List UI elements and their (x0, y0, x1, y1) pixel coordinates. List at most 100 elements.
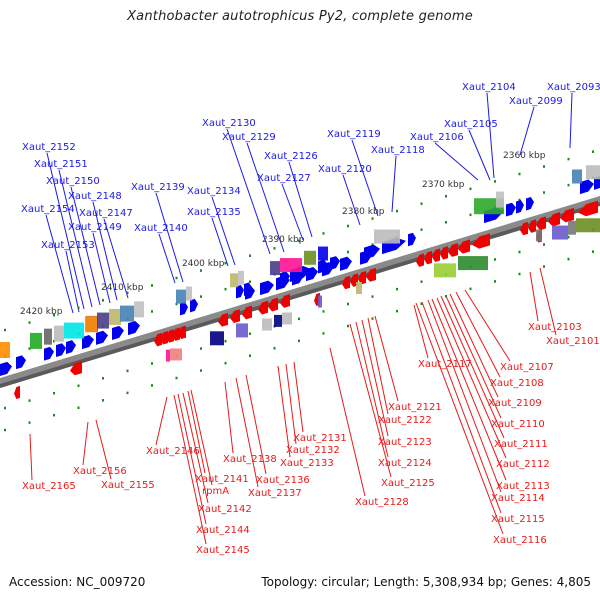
reverse-gene-arrow (218, 312, 228, 327)
leader-line (155, 192, 184, 283)
cog-color-box (97, 312, 109, 329)
gene-label-forward: Xaut_2150 (46, 176, 100, 187)
gene-label-forward: Xaut_2152 (22, 142, 76, 153)
reverse-gene-arrow (472, 233, 490, 249)
scale-tick (347, 224, 349, 228)
scale-tick (224, 261, 227, 265)
reverse-gene-arrow (560, 207, 574, 223)
scale-tick (224, 287, 227, 291)
scale-label: 2410 kbp (101, 283, 144, 293)
gene-label-reverse: Xaut_2145 (196, 545, 250, 556)
cog-color-box (166, 349, 170, 362)
reverse-gene-arrow (178, 325, 186, 340)
accession-label: Accession: NC_009720 (9, 575, 146, 589)
forward-gene-arrow (0, 361, 12, 376)
gene-label-forward: Xaut_2120 (318, 164, 372, 175)
gene-features (0, 165, 600, 400)
gene-label-forward: Xaut_2148 (68, 191, 122, 202)
scale-tick (592, 250, 594, 253)
gene-label-reverse: Xaut_2107 (500, 362, 554, 373)
gene-label-forward: Xaut_2134 (187, 186, 241, 197)
scale-tick (200, 347, 202, 350)
reverse-gene-arrow (440, 246, 448, 260)
scale-tick (543, 265, 545, 268)
leader-line (245, 374, 267, 475)
scale-tick (298, 317, 300, 321)
leader-line (288, 161, 313, 238)
scale-tick (298, 239, 300, 243)
scale-tick (28, 347, 31, 350)
gene-label-forward: Xaut_2135 (187, 207, 241, 218)
cog-color-box (238, 270, 244, 285)
scale-tick (518, 172, 521, 176)
forward-gene-arrow (244, 282, 252, 296)
leader-line (342, 174, 361, 226)
gene-label-reverse: Xaut_2131 (293, 433, 347, 444)
scale-tick (371, 295, 374, 298)
leader-line (211, 196, 236, 266)
scale-tick (200, 369, 202, 372)
leader-line (468, 129, 491, 181)
cog-color-box (210, 331, 224, 346)
scale-tick (469, 287, 472, 291)
scale-tick (175, 302, 178, 306)
leader-line (539, 267, 557, 336)
cog-color-box (356, 282, 362, 295)
gene-label-reverse: Xaut_2155 (101, 480, 155, 491)
gene-label-forward: Xaut_2118 (371, 145, 425, 156)
scale-tick (151, 284, 153, 287)
reverse-gene-arrow (166, 329, 174, 343)
reverse-gene-arrow (520, 221, 528, 236)
cog-color-box (64, 322, 84, 339)
leader-line (92, 232, 111, 304)
scale-tick (224, 361, 227, 365)
scale-tick (543, 191, 545, 194)
scale-tick (4, 428, 6, 432)
gene-labels: Xaut_2093 Xaut_2099 Xaut_2104 Xaut_2105 Xaut… (21, 82, 600, 556)
gene-label-reverse: Xaut_2138 (223, 454, 277, 465)
leader-line (529, 271, 539, 322)
reverse-gene-arrow (416, 253, 424, 267)
gene-label-reverse: Xaut_2144 (196, 525, 250, 536)
scale-tick (28, 421, 31, 424)
forward-gene-arrow (318, 259, 328, 274)
forward-gene-arrow (180, 301, 188, 316)
scale-label: 2360 kbp (503, 151, 546, 161)
leader-line (82, 421, 89, 466)
genome-title: Xanthobacter autotrophicus Py2, complete… (127, 9, 473, 24)
scale-tick (347, 302, 349, 306)
forward-gene-arrow (340, 256, 352, 271)
leader-line (226, 128, 271, 255)
scale-tick (347, 250, 349, 254)
gene-label-reverse: Xaut_2110 (491, 419, 545, 430)
gene-label-reverse: Xaut_2101 (546, 336, 600, 347)
cog-color-box (458, 256, 488, 271)
gene-label-reverse: Xaut_2124 (378, 458, 432, 469)
cog-color-box (120, 305, 134, 322)
gene-label-reverse: Xaut_2103 (528, 322, 582, 333)
scale-tick (371, 217, 374, 220)
scale-tick (543, 165, 545, 168)
scale-tick (298, 339, 300, 343)
gene-label-forward: Xaut_2149 (68, 222, 122, 233)
reverse-gene-arrow (528, 219, 536, 233)
gene-label-reverse: Xaut_2125 (381, 478, 435, 489)
gene-label-reverse: Xaut_2113 (496, 481, 550, 492)
leader-line (391, 155, 397, 213)
gene-label-forward: Xaut_2140 (134, 223, 188, 234)
leader-line (293, 361, 304, 433)
scale-tick (518, 250, 521, 254)
scale-tick (126, 391, 129, 395)
leader-line (440, 295, 505, 439)
leader-line (427, 299, 502, 493)
scale-tick (77, 406, 80, 409)
leader-line (329, 347, 366, 497)
leader-line (361, 319, 389, 437)
cog-color-box (236, 323, 248, 338)
cog-color-box (568, 220, 576, 235)
scale-tick (249, 354, 251, 357)
leader-line (486, 92, 495, 179)
scale-label: 2370 kbp (422, 180, 465, 190)
cog-color-box (176, 289, 186, 304)
scale-tick (445, 295, 447, 298)
